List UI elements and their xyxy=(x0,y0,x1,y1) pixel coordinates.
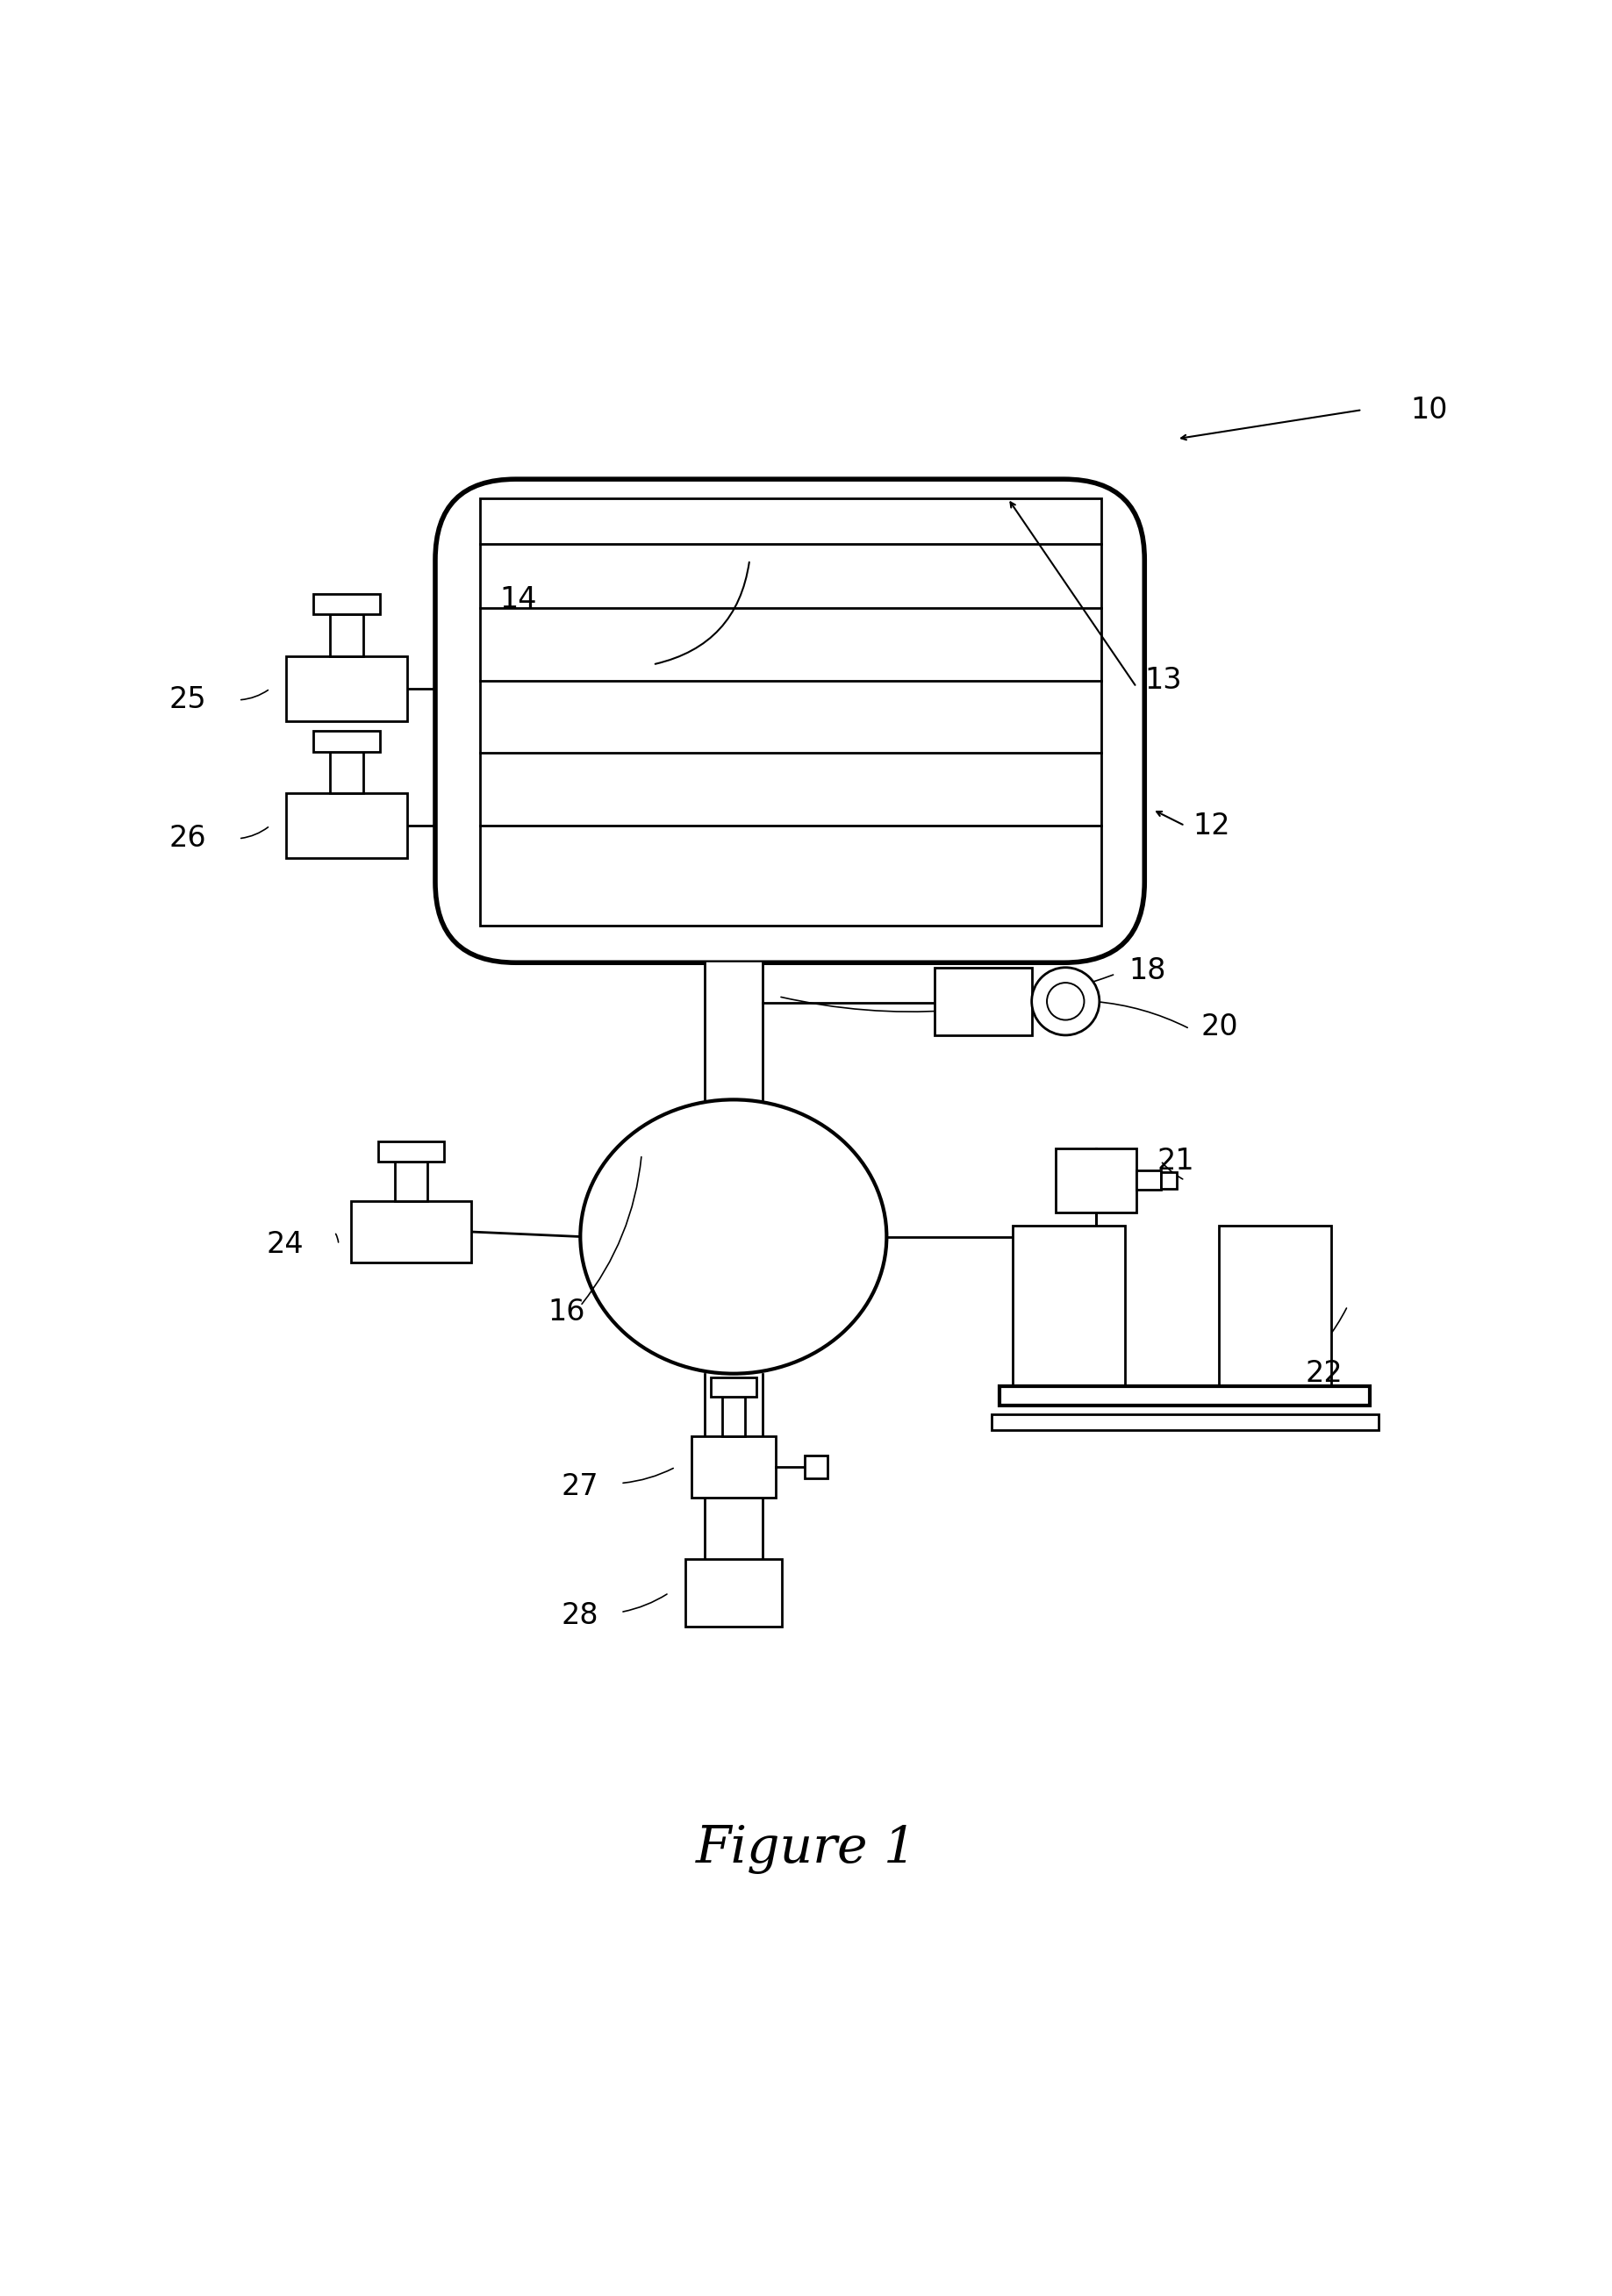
Text: 12: 12 xyxy=(1193,810,1230,840)
Ellipse shape xyxy=(580,1100,887,1373)
Bar xyxy=(1056,1148,1136,1212)
Bar xyxy=(1219,1226,1332,1387)
Text: 18: 18 xyxy=(1128,955,1165,985)
Text: 22: 22 xyxy=(1306,1359,1343,1389)
Bar xyxy=(287,657,408,721)
Text: 20: 20 xyxy=(1201,1013,1238,1042)
Bar xyxy=(722,1396,745,1437)
Bar xyxy=(330,751,363,794)
Text: 27: 27 xyxy=(561,1472,598,1502)
Bar xyxy=(313,595,380,615)
Text: 14: 14 xyxy=(500,585,537,615)
Bar xyxy=(395,1162,427,1201)
Bar xyxy=(313,730,380,751)
Bar xyxy=(692,1437,775,1497)
Bar xyxy=(1161,1171,1177,1189)
Bar xyxy=(991,1414,1378,1430)
Bar xyxy=(685,1559,782,1626)
Text: 10: 10 xyxy=(1410,395,1448,425)
Bar xyxy=(1012,1226,1125,1387)
Bar xyxy=(804,1456,827,1479)
Text: 26: 26 xyxy=(169,824,206,854)
Circle shape xyxy=(1032,967,1099,1035)
Circle shape xyxy=(1046,983,1085,1019)
Bar xyxy=(480,498,1101,925)
Bar xyxy=(1136,1171,1161,1189)
FancyBboxPatch shape xyxy=(435,480,1145,962)
Bar xyxy=(377,1141,445,1162)
Text: 25: 25 xyxy=(169,687,206,714)
Bar xyxy=(330,615,363,657)
Bar xyxy=(351,1201,472,1263)
Text: Figure 1: Figure 1 xyxy=(695,1825,917,1874)
Text: 13: 13 xyxy=(1145,666,1182,696)
Text: 16: 16 xyxy=(548,1297,585,1327)
Text: 24: 24 xyxy=(266,1231,303,1258)
Bar xyxy=(287,794,408,859)
Bar xyxy=(711,1378,756,1396)
Text: 21: 21 xyxy=(1157,1146,1194,1176)
Bar xyxy=(999,1387,1370,1405)
Text: 28: 28 xyxy=(561,1600,598,1630)
Bar xyxy=(935,967,1032,1035)
